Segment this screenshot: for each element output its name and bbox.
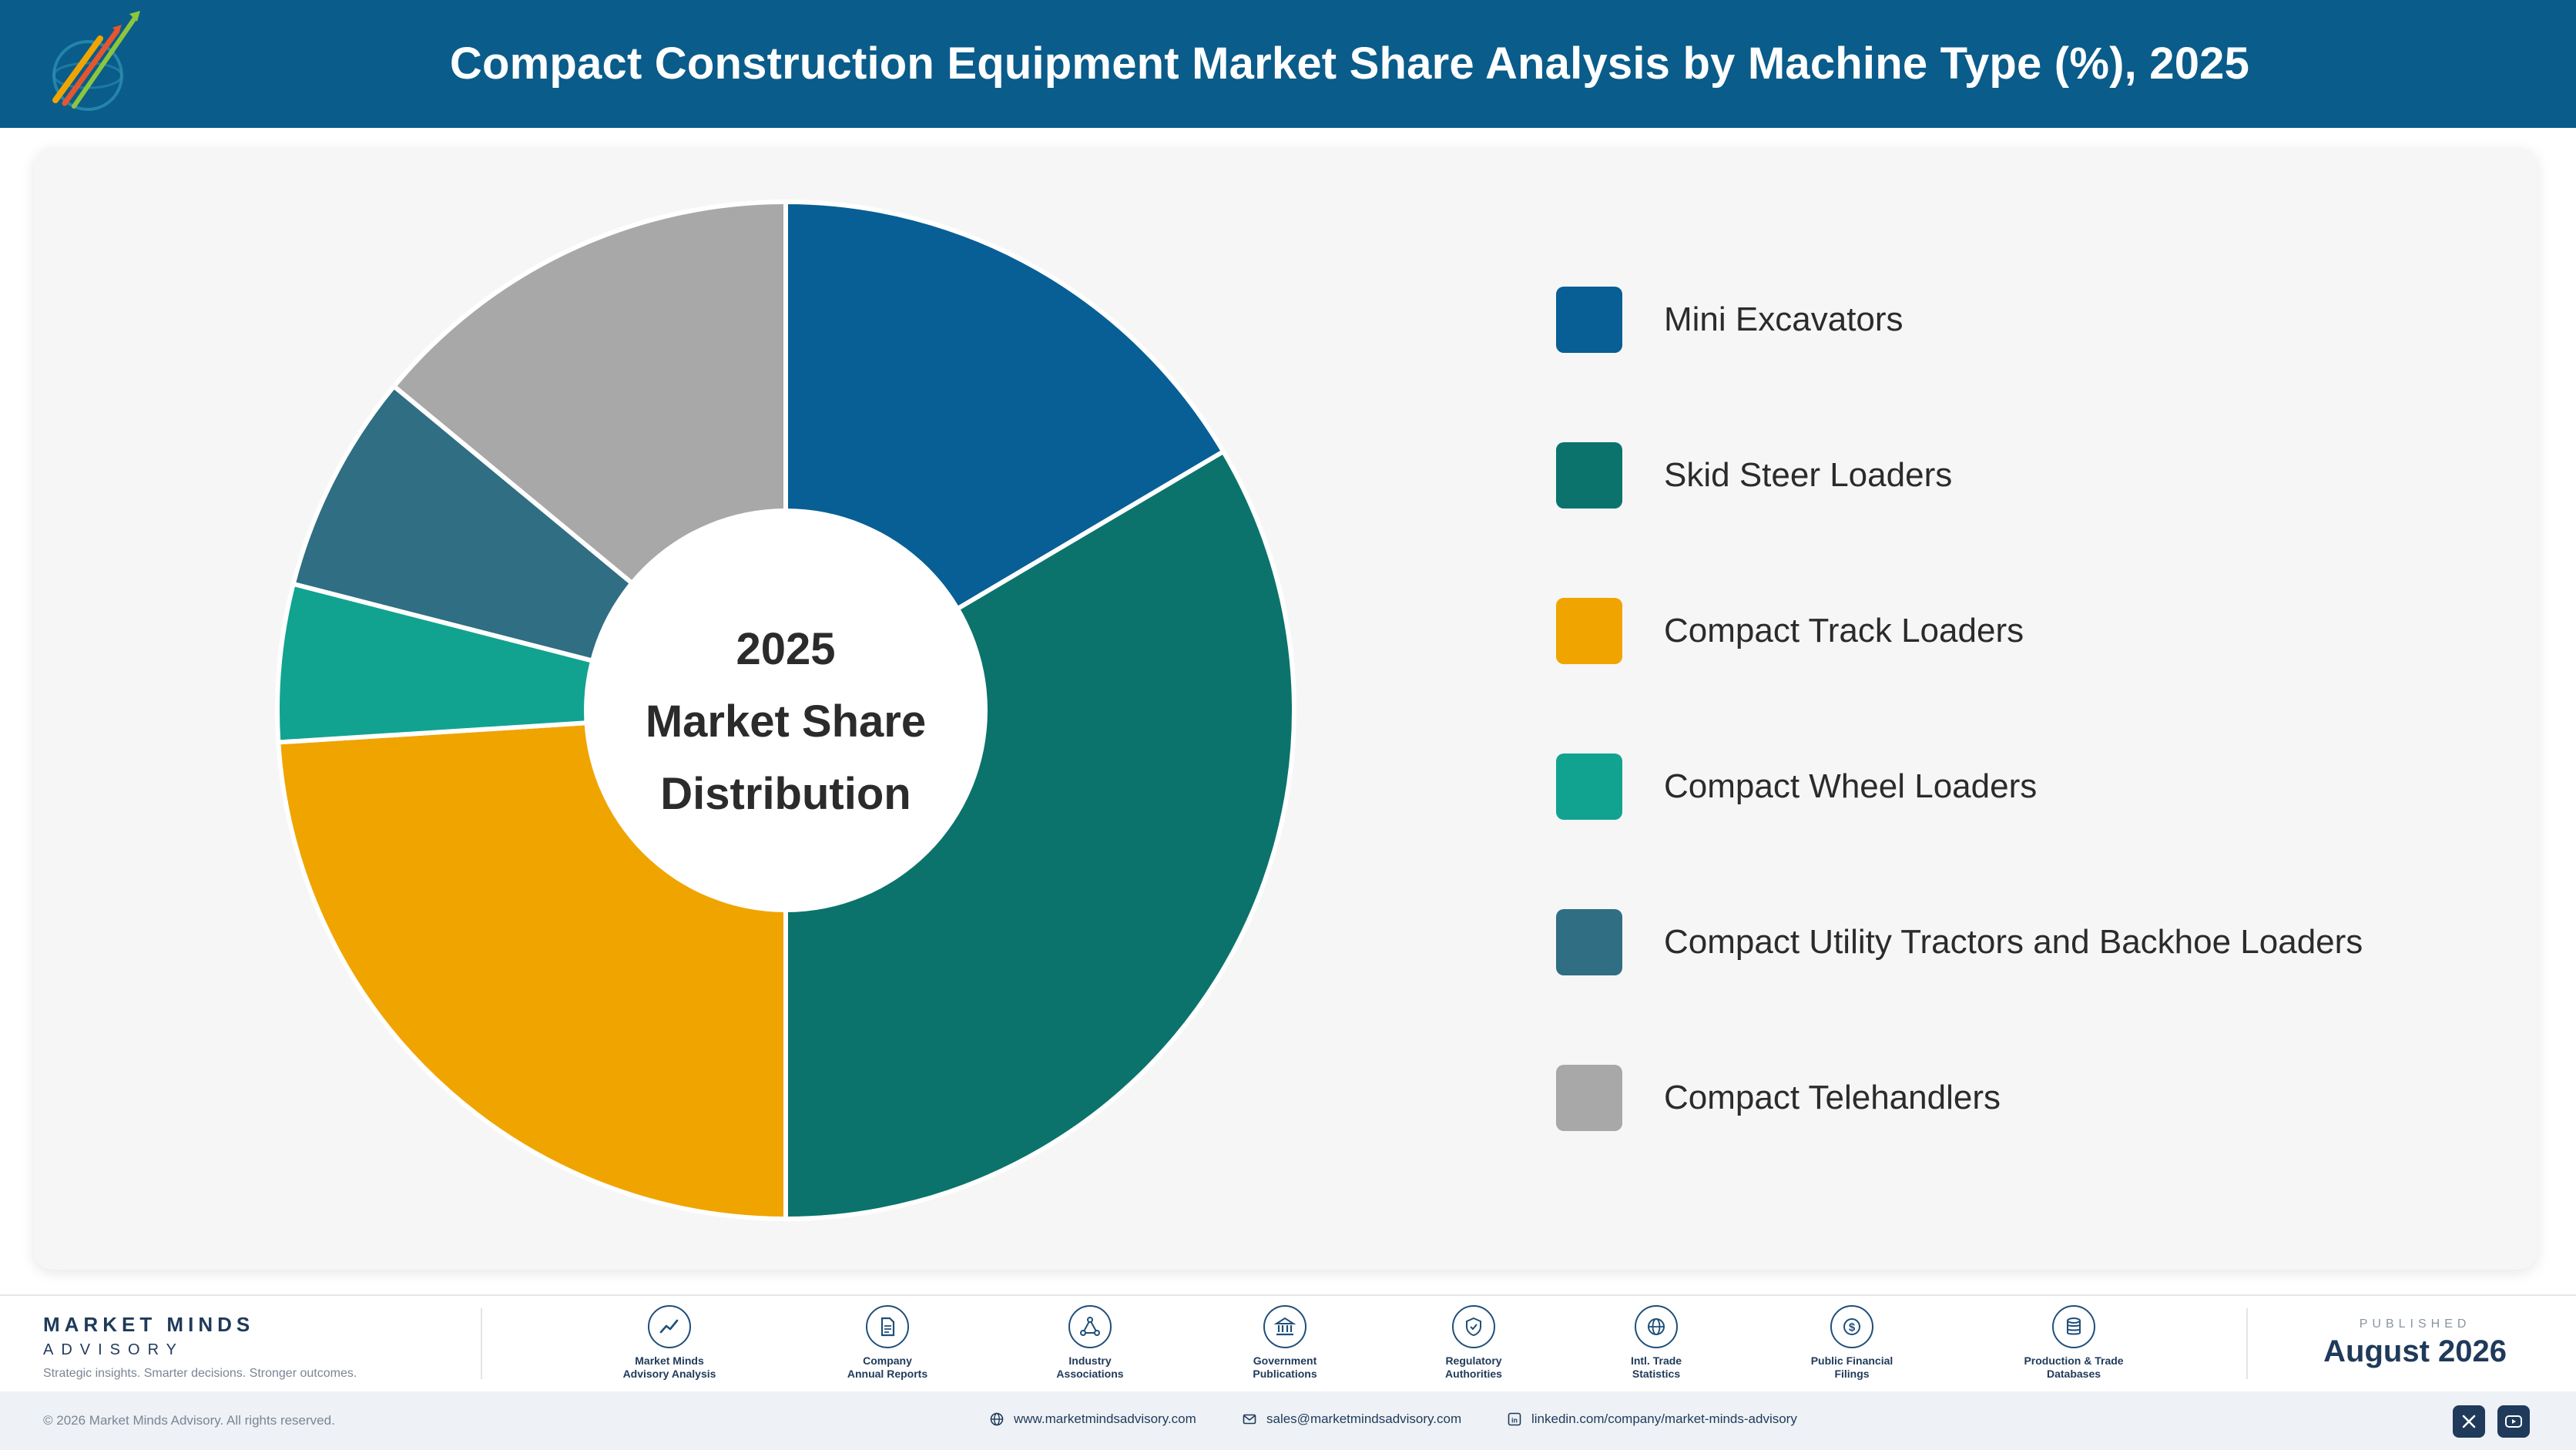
email-link[interactable]: sales@marketmindsadvisory.com — [1242, 1411, 1461, 1427]
legend-item: Mini Excavators — [1556, 287, 1903, 353]
globe-icon — [1648, 1318, 1665, 1335]
bottom-bar: © 2026 Market Minds Advisory. All rights… — [0, 1391, 2576, 1450]
center-text-line3: Distribution — [660, 769, 911, 819]
chart-line-icon — [659, 1319, 679, 1334]
source-label-line1: Regulatory — [1445, 1354, 1502, 1367]
header-bar: Compact Construction Equipment Market Sh… — [0, 0, 2576, 128]
legend-label: Compact Wheel Loaders — [1664, 767, 2038, 805]
svg-text:$: $ — [1849, 1321, 1856, 1334]
source-label-line1: Market Minds — [635, 1354, 704, 1367]
government-building-icon — [1273, 1317, 1296, 1336]
linkedin-link[interactable]: in linkedin.com/company/market-minds-adv… — [1507, 1411, 1797, 1427]
source-label-line1: Public Financial — [1810, 1354, 1893, 1367]
legend-label: Compact Track Loaders — [1664, 612, 2024, 649]
brand-sub: ADVISORY — [43, 1341, 184, 1358]
youtube-icon — [2505, 1415, 2522, 1428]
source-item: Industry Associations — [1013, 1305, 1167, 1381]
source-label-line1: Industry — [1068, 1354, 1112, 1367]
legend-swatch — [1556, 909, 1622, 975]
svg-text:in: in — [1511, 1417, 1518, 1425]
brand-name: MARKET MINDS — [43, 1313, 255, 1336]
network-icon — [1080, 1317, 1100, 1336]
legend-item: Compact Utility Tractors and Backhoe Loa… — [1556, 909, 2363, 975]
document-icon — [880, 1317, 895, 1337]
dollar-icon: $ — [1843, 1318, 1860, 1335]
youtube-social-button[interactable] — [2497, 1405, 2530, 1438]
source-label-line1: Government — [1253, 1354, 1317, 1367]
company-logo-icon — [52, 11, 140, 111]
legend-item: Skid Steer Loaders — [1556, 442, 1952, 509]
legend-label: Compact Telehandlers — [1664, 1079, 2001, 1116]
footer-divider-right — [2246, 1308, 2248, 1379]
published-block: PUBLISHED August 2026 — [2323, 1317, 2507, 1369]
published-label: PUBLISHED — [2359, 1317, 2471, 1331]
website-text: www.marketmindsadvisory.com — [1014, 1411, 1196, 1426]
legend-swatch — [1556, 598, 1622, 664]
source-label-line1: Company — [863, 1354, 912, 1367]
center-text-line2: Market Share — [646, 696, 926, 747]
legend-swatch — [1556, 754, 1622, 820]
legend-swatch — [1556, 442, 1622, 509]
website-link[interactable]: www.marketmindsadvisory.com — [989, 1411, 1196, 1427]
donut-chart: 2025 Market Share Distribution — [277, 202, 1294, 1219]
source-label-line2: Authorities — [1445, 1368, 1502, 1380]
shield-check-icon — [1466, 1317, 1481, 1337]
copyright-text: © 2026 Market Minds Advisory. All rights… — [43, 1413, 335, 1428]
legend-item: Compact Telehandlers — [1556, 1065, 2001, 1131]
legend-label: Skid Steer Loaders — [1664, 456, 1953, 494]
linkedin-icon: in — [1508, 1412, 1521, 1426]
page-title: Compact Construction Equipment Market Sh… — [449, 39, 2250, 89]
donut-hole — [584, 509, 988, 912]
brand-block: MARKET MINDS ADVISORY Strategic insights… — [43, 1313, 357, 1381]
source-item: Company Annual Reports — [810, 1305, 964, 1381]
globe-icon — [990, 1412, 1004, 1426]
source-label-line2: Advisory Analysis — [622, 1368, 716, 1380]
source-label-line2: Publications — [1253, 1368, 1317, 1380]
source-item: Market Minds Advisory Analysis — [592, 1305, 746, 1381]
legend-swatch — [1556, 1065, 1622, 1131]
source-label-line2: Statistics — [1632, 1368, 1681, 1380]
email-text: sales@marketmindsadvisory.com — [1266, 1411, 1462, 1426]
source-item: Intl. Trade Statistics — [1579, 1305, 1733, 1381]
footer-divider-left — [481, 1308, 482, 1379]
source-label-line1: Intl. Trade — [1630, 1354, 1682, 1367]
source-list: Market Minds Advisory Analysis Company Ann… — [570, 1305, 2172, 1390]
legend-item: Compact Track Loaders — [1556, 598, 2024, 664]
brand-tagline: Strategic insights. Smarter decisions. S… — [43, 1367, 357, 1380]
database-icon — [2067, 1317, 2081, 1335]
legend-label: Mini Excavators — [1664, 300, 1903, 338]
linkedin-text: linkedin.com/company/market-minds-adviso… — [1531, 1411, 1797, 1426]
x-logo-icon — [2462, 1415, 2476, 1428]
source-label-line2: Associations — [1056, 1368, 1124, 1380]
source-item: Government Publications — [1208, 1305, 1362, 1381]
mail-icon — [1243, 1414, 1256, 1425]
legend-item: Compact Wheel Loaders — [1556, 754, 2037, 820]
source-item: $ Public Financial Filings — [1775, 1305, 1929, 1381]
source-item: Production & Trade Databases — [1997, 1305, 2151, 1381]
legend-label: Compact Utility Tractors and Backhoe Loa… — [1664, 923, 2363, 961]
center-text-year: 2025 — [736, 624, 835, 674]
legend-swatch — [1556, 287, 1622, 353]
x-social-button[interactable] — [2453, 1405, 2485, 1438]
published-date: August 2026 — [2323, 1334, 2507, 1368]
source-label-line2: Filings — [1834, 1368, 1870, 1380]
source-label-line2: Databases — [2046, 1368, 2101, 1380]
source-label-line2: Annual Reports — [847, 1368, 928, 1380]
source-item: Regulatory Authorities — [1397, 1305, 1551, 1381]
source-label-line1: Production & Trade — [2024, 1354, 2124, 1367]
